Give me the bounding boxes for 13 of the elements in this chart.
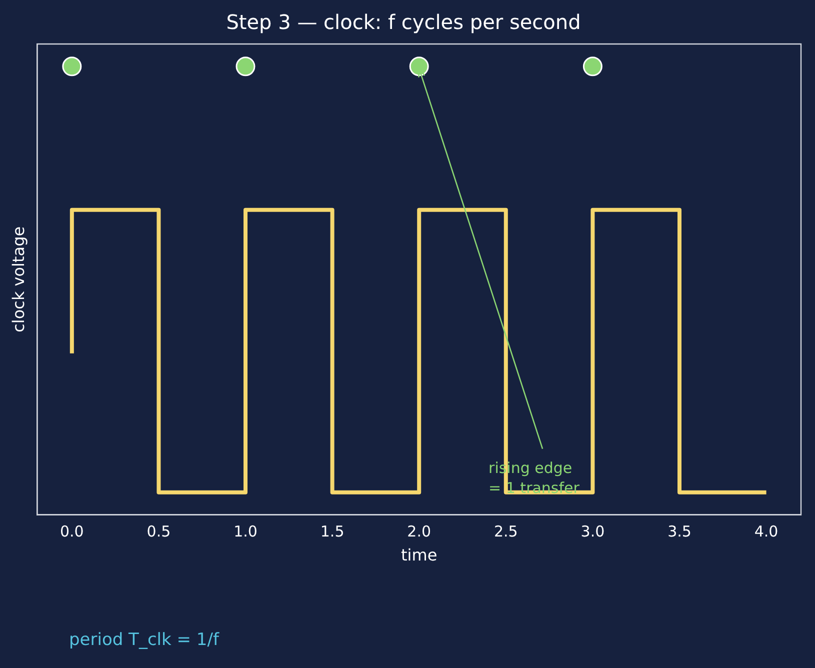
x-tick-label: 2.0 xyxy=(407,522,432,541)
x-tick-label: 4.0 xyxy=(754,522,778,541)
y-axis-title: clock voltage xyxy=(8,226,28,332)
chart-title: Step 3 — clock: f cycles per second xyxy=(226,10,581,34)
x-tick-label: 0.0 xyxy=(60,522,84,541)
x-tick-label: 0.5 xyxy=(146,522,171,541)
x-axis-title: time xyxy=(401,546,438,565)
x-tick-label: 3.5 xyxy=(668,522,692,541)
text: period T_clk = 1/f xyxy=(69,630,219,650)
x-tick-label: 1.5 xyxy=(320,522,344,541)
x-tick-label: 2.5 xyxy=(494,522,518,541)
x-tick-label: 3.0 xyxy=(580,522,605,541)
x-tick-label: 1.0 xyxy=(234,522,258,541)
